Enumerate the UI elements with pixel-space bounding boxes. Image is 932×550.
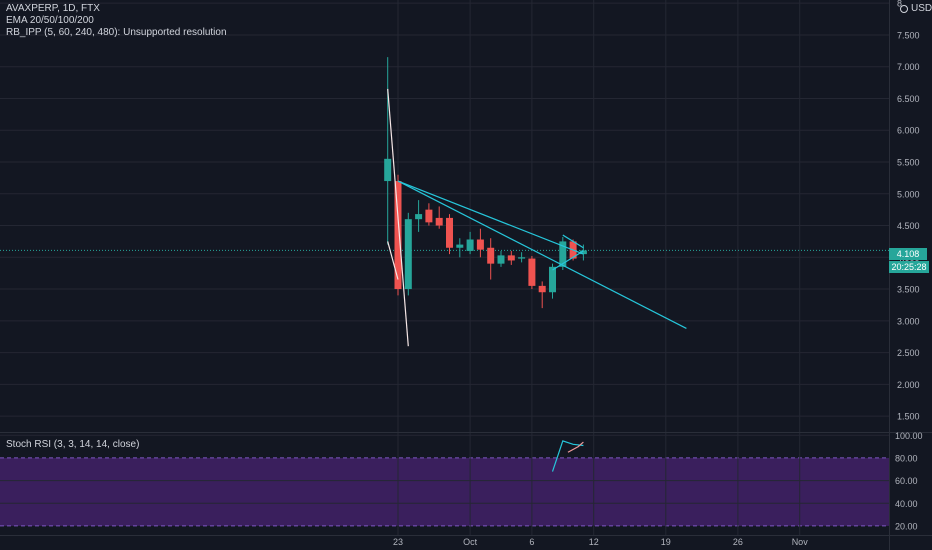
candle-body — [487, 247, 495, 264]
ema-legend[interactable]: EMA 20/50/100/200 — [6, 15, 94, 26]
trendline — [387, 88, 409, 347]
currency-button[interactable]: USD — [900, 3, 932, 14]
stoch-tick-label: 100.00 — [895, 431, 923, 441]
ipp-legend[interactable]: RB_IPP (5, 60, 240, 480): Unsupported re… — [6, 27, 227, 38]
candle-body — [579, 250, 587, 255]
price-tick-label: 2.000 — [897, 380, 920, 390]
candle-body — [384, 158, 392, 182]
time-tick-label: 19 — [661, 537, 671, 547]
trendline — [397, 180, 584, 255]
price-tick-label: 4.500 — [897, 221, 920, 231]
currency-icon — [900, 4, 908, 13]
price-tick-label: 1.500 — [897, 412, 920, 422]
price-tick-label: 3.000 — [897, 316, 920, 326]
currency-label: USD — [911, 3, 932, 14]
time-tick-label: Oct — [463, 537, 478, 547]
time-tick-label: 23 — [393, 537, 403, 547]
trendline — [552, 250, 584, 271]
candle-body — [415, 214, 423, 220]
candle-body — [456, 244, 464, 248]
price-tick-label: 6.500 — [897, 94, 920, 104]
candle-body — [425, 209, 433, 223]
candle-body — [559, 241, 567, 267]
candle-body — [446, 217, 453, 248]
price-tick-label: 6.000 — [897, 126, 920, 136]
stoch-rsi-line — [567, 441, 584, 453]
stoch-tick-label: 40.00 — [895, 499, 918, 509]
stoch-tick-label: 60.00 — [895, 476, 918, 486]
stoch-tick-label: 20.00 — [895, 521, 918, 531]
price-tick-label: 8 — [897, 0, 902, 9]
candle-body — [549, 266, 556, 293]
price-tick-label: 2.500 — [897, 348, 920, 358]
candle-body — [507, 255, 515, 261]
candle-body — [497, 255, 505, 264]
time-tick-label: 6 — [529, 537, 534, 547]
stoch-rsi-band — [0, 457, 889, 526]
stoch-rsi-line — [551, 440, 584, 472]
bar-countdown-tag: 20:25:28 — [889, 261, 929, 273]
candle-body — [404, 219, 412, 290]
trendline — [397, 180, 687, 329]
price-tick-label: 7.500 — [897, 30, 920, 40]
candle-body — [476, 239, 484, 250]
time-tick-label: 26 — [733, 537, 743, 547]
candle-body — [435, 217, 443, 226]
stoch-tick-label: 80.00 — [895, 453, 918, 463]
candle-body — [538, 285, 546, 293]
trendline — [562, 234, 584, 249]
price-tick-label: 5.000 — [897, 189, 920, 199]
time-tick-label: Nov — [792, 537, 809, 547]
candle-body — [466, 239, 474, 251]
price-tick-label: 7.000 — [897, 62, 920, 72]
trendline — [387, 241, 399, 280]
price-tick-label: 3.500 — [897, 285, 920, 295]
time-tick-label: 12 — [589, 537, 599, 547]
candle-body — [528, 258, 536, 286]
symbol-legend[interactable]: AVAXPERP, 1D, FTX — [6, 3, 100, 14]
candle-body — [518, 257, 526, 259]
stoch-rsi-legend[interactable]: Stoch RSI (3, 3, 14, 14, close) — [6, 439, 140, 450]
price-tick-label: 5.500 — [897, 158, 920, 168]
candle-body — [394, 181, 402, 290]
last-price-tag: 4.108 — [889, 248, 927, 260]
